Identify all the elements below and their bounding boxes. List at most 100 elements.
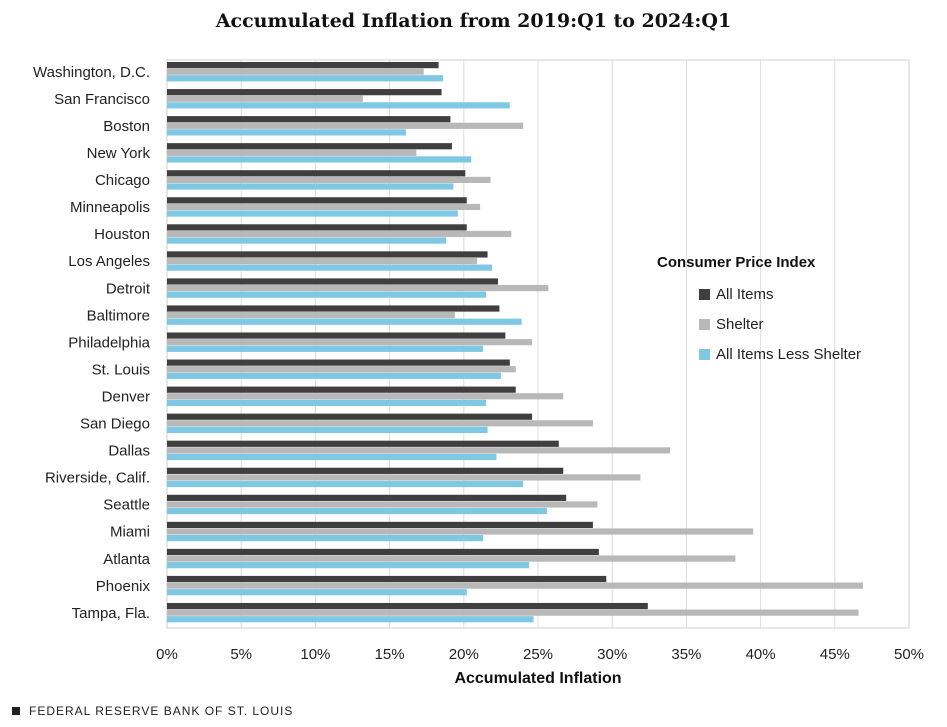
category-label: Washington, D.C. xyxy=(33,64,150,81)
bar-shelter xyxy=(167,528,754,535)
bar-all-items xyxy=(167,332,506,339)
bar-all-items xyxy=(167,305,500,312)
bar-shelter xyxy=(167,420,593,427)
category-label: New York xyxy=(87,145,151,162)
bar-all-items xyxy=(167,170,466,177)
bar-shelter xyxy=(167,203,481,211)
bar-shelter xyxy=(167,366,516,373)
category-label: San Diego xyxy=(80,416,150,433)
bar-all-items xyxy=(167,413,533,420)
bar-all-items xyxy=(167,197,467,204)
bar-shelter xyxy=(167,149,417,156)
bar-shelter xyxy=(167,176,491,183)
legend-label-all-items-less-shelter: All Items Less Shelter xyxy=(716,345,862,363)
bar-all-items xyxy=(167,116,451,123)
legend-item-shelter: Shelter xyxy=(657,309,861,339)
bar-all-items-less-shelter xyxy=(167,535,484,542)
category-label: Denver xyxy=(102,388,150,405)
bar-shelter xyxy=(167,555,736,562)
bar-all-items-less-shelter xyxy=(167,480,524,488)
x-tick-label: 45% xyxy=(820,646,850,663)
category-label: Detroit xyxy=(106,280,151,297)
category-label: Chicago xyxy=(95,172,150,189)
bar-all-items-less-shelter xyxy=(167,129,406,136)
bar-all-items xyxy=(167,494,567,501)
bar-shelter xyxy=(167,257,478,265)
chart-title: Accumulated Inflation from 2019:Q1 to 20… xyxy=(215,10,732,32)
bar-shelter xyxy=(167,393,564,400)
legend-label-all-items: All Items xyxy=(716,285,774,303)
legend-swatch-shelter xyxy=(699,318,710,330)
bar-shelter xyxy=(167,284,549,292)
bar-shelter xyxy=(167,68,424,75)
category-label: Houston xyxy=(94,226,150,243)
x-tick-label: 25% xyxy=(523,646,553,663)
bar-all-items-less-shelter xyxy=(167,372,501,379)
bar-all-items-less-shelter xyxy=(167,156,472,163)
bar-all-items-less-shelter xyxy=(167,291,487,298)
category-label: Miami xyxy=(110,524,150,541)
bar-all-items-less-shelter xyxy=(167,345,484,352)
category-label: Boston xyxy=(103,118,150,135)
x-tick-label: 30% xyxy=(597,646,627,663)
bar-all-items xyxy=(167,224,467,231)
x-tick-label: 15% xyxy=(375,646,405,663)
bar-all-items-less-shelter xyxy=(167,237,446,244)
category-label: Los Angeles xyxy=(68,253,150,270)
legend-swatch-all-items xyxy=(699,288,710,300)
bar-shelter xyxy=(167,230,512,238)
x-tick-label: 10% xyxy=(300,646,330,663)
legend-swatch-all-items-less-shelter xyxy=(699,348,710,360)
bar-all-items-less-shelter xyxy=(167,507,547,515)
x-tick-label: 35% xyxy=(671,646,701,663)
category-label: St. Louis xyxy=(92,361,150,378)
bar-shelter xyxy=(167,95,363,102)
category-label: Atlanta xyxy=(103,551,150,568)
category-label: Seattle xyxy=(103,497,150,514)
bars-group xyxy=(167,62,863,623)
bar-all-items-less-shelter xyxy=(167,399,487,406)
category-label: Dallas xyxy=(108,443,150,460)
bar-all-items-less-shelter xyxy=(167,318,522,325)
footer-source: FEDERAL RESERVE BANK OF ST. LOUIS xyxy=(29,704,294,718)
bar-all-items xyxy=(167,575,607,583)
bar-all-items xyxy=(167,467,564,474)
category-label: Philadelphia xyxy=(68,334,150,351)
bar-shelter xyxy=(167,339,533,346)
legend: Consumer Price Index All Items Shelter A… xyxy=(657,254,861,369)
x-tick-label: 40% xyxy=(746,646,776,663)
legend-label-shelter: Shelter xyxy=(716,315,764,333)
bar-all-items-less-shelter xyxy=(167,562,530,569)
bar-shelter xyxy=(167,609,859,616)
bar-shelter xyxy=(167,312,455,319)
category-label: Tampa, Fla. xyxy=(72,605,150,622)
legend-title: Consumer Price Index xyxy=(657,254,816,271)
bar-all-items xyxy=(167,62,439,69)
x-tick-label: 0% xyxy=(156,646,178,663)
x-tick-label: 50% xyxy=(894,646,924,663)
bar-all-items xyxy=(167,143,452,150)
bar-all-items-less-shelter xyxy=(167,616,534,623)
legend-item-all-items: All Items xyxy=(657,279,861,309)
bar-all-items-less-shelter xyxy=(167,75,444,82)
bar-all-items-less-shelter xyxy=(167,589,467,596)
category-label: Riverside, Calif. xyxy=(45,470,150,487)
bar-shelter xyxy=(167,501,598,508)
bar-all-items xyxy=(167,278,498,285)
category-label: San Francisco xyxy=(54,91,150,108)
bar-all-items xyxy=(167,359,510,366)
bar-all-items-less-shelter xyxy=(167,183,454,190)
bar-all-items xyxy=(167,440,559,447)
bar-all-items xyxy=(167,386,516,393)
category-label: Baltimore xyxy=(87,307,150,324)
footer: FEDERAL RESERVE BANK OF ST. LOUIS xyxy=(12,704,293,718)
category-label: Phoenix xyxy=(96,578,151,595)
bar-all-items xyxy=(167,89,442,96)
x-tick-label: 5% xyxy=(230,646,252,663)
bar-shelter xyxy=(167,447,671,454)
bar-all-items xyxy=(167,251,488,258)
bar-all-items-less-shelter xyxy=(167,426,488,434)
category-label: Minneapolis xyxy=(70,199,150,216)
legend-item-all-items-less-shelter: All Items Less Shelter xyxy=(657,339,861,369)
x-tick-label: 20% xyxy=(449,646,479,663)
